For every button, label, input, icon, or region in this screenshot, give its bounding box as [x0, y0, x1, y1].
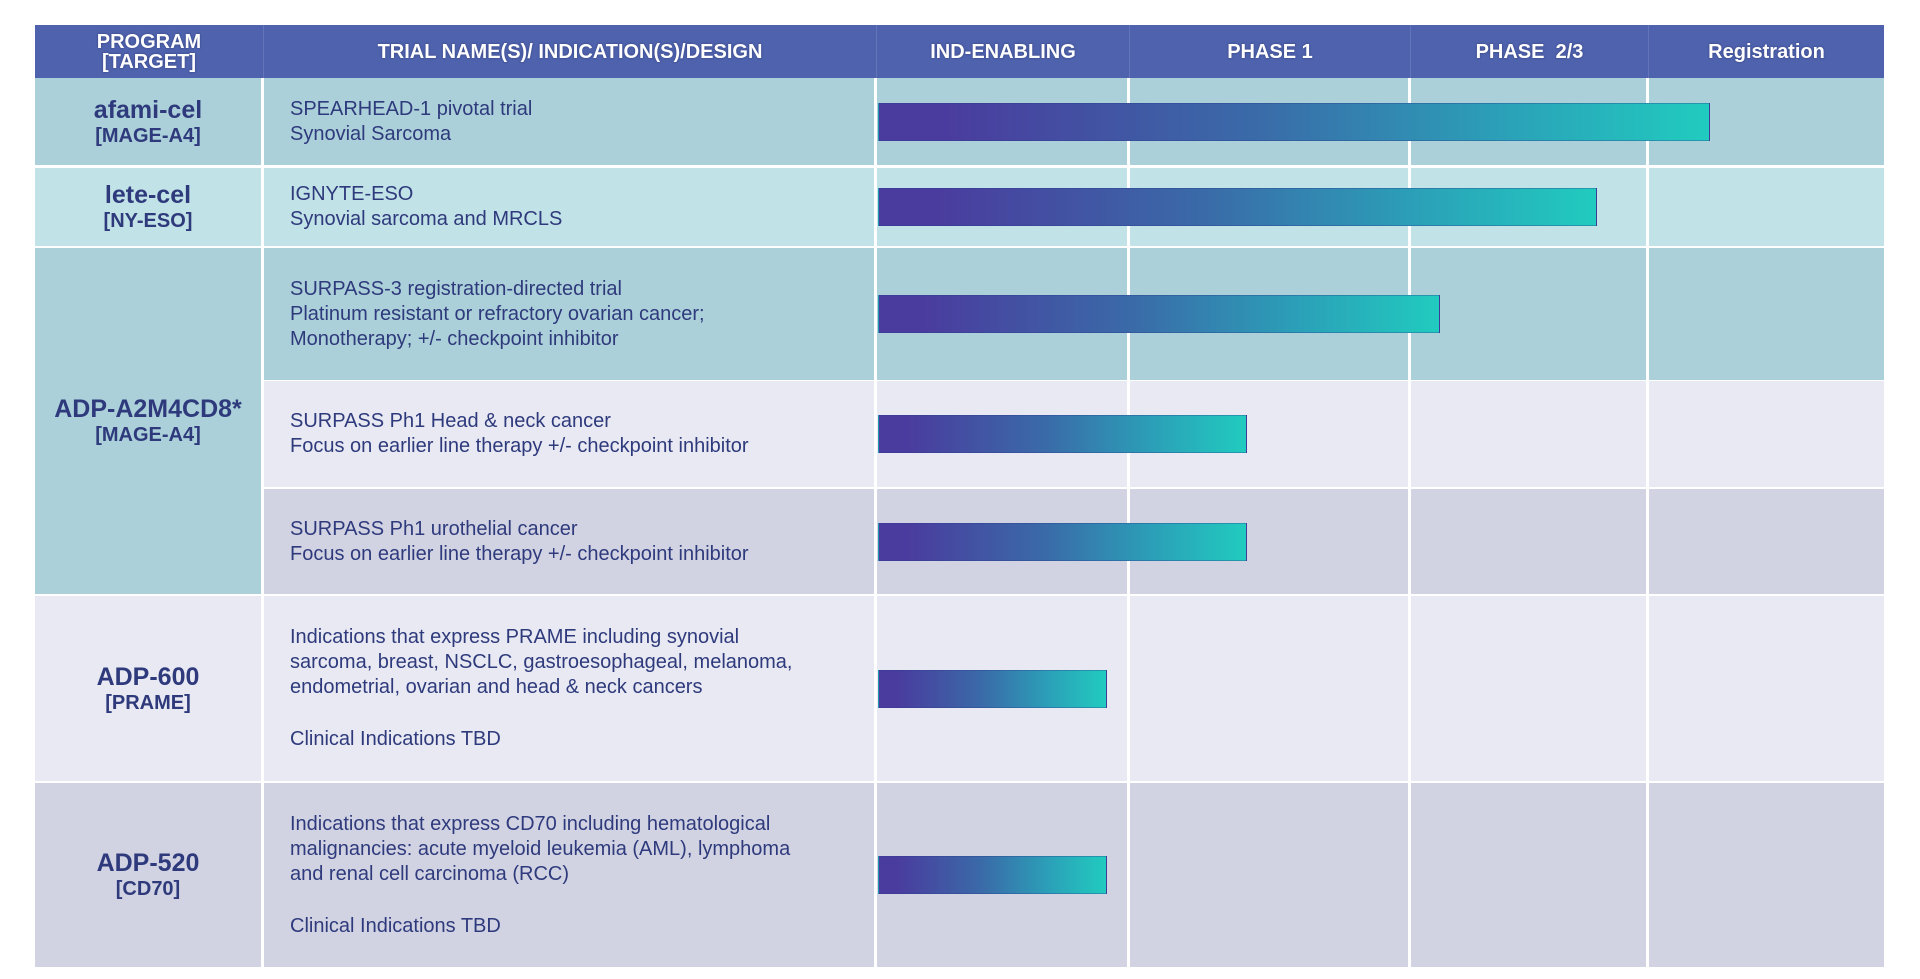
- header-ind-enabling: IND-ENABLING: [877, 25, 1130, 78]
- trial-line: Focus on earlier line therapy +/- checkp…: [290, 435, 749, 457]
- program-name: ADP-520: [96, 849, 200, 877]
- stage-cell: [1130, 596, 1408, 781]
- stage-cell: [1649, 168, 1884, 246]
- program-cell: ADP-A2M4CD8* [MAGE-A4]: [35, 248, 261, 594]
- program-target: [CD70]: [115, 878, 181, 900]
- progress-bar: [878, 670, 1107, 708]
- trial-line: malignancies: acute myeloid leukemia (AM…: [290, 837, 791, 860]
- trial-cell: SURPASS Ph1 urothelial cancer Focus on ea…: [264, 489, 874, 594]
- progress-bar: [878, 103, 1710, 141]
- pipeline-table: PROGRAM [TARGET] TRIAL NAME(S)/ INDICATI…: [35, 25, 1884, 967]
- header-registration: Registration: [1649, 25, 1884, 78]
- trial-cell: Indications that express CD70 including …: [264, 783, 874, 967]
- stage-cell: [1130, 783, 1408, 967]
- stage-cell: [1649, 596, 1884, 781]
- trial-cell: Indications that express PRAME including…: [264, 596, 874, 781]
- header-program-line2: [TARGET]: [101, 50, 197, 73]
- trial-line: Indications that express CD70 including …: [290, 812, 771, 835]
- stage-cell: [1411, 381, 1646, 487]
- program-cell: afami-cel [MAGE-A4]: [35, 78, 261, 165]
- trial-line: Clinical Indications TBD: [290, 728, 501, 750]
- line-gap: [290, 887, 874, 914]
- trial-line: SURPASS-3 registration-directed trial: [290, 277, 622, 300]
- progress-bar: [878, 856, 1107, 894]
- trial-cell: SPEARHEAD-1 pivotal trial Synovial Sarcom…: [264, 78, 874, 165]
- progress-bar: [878, 523, 1247, 561]
- header-phase-1: PHASE 1: [1130, 25, 1411, 78]
- trial-cell: SURPASS-3 registration-directed trial Pla…: [264, 248, 874, 380]
- program-name: ADP-A2M4CD8*: [54, 395, 242, 423]
- trial-cell: SURPASS Ph1 Head & neck cancer Focus on e…: [264, 381, 874, 487]
- trial-line: Synovial sarcoma and MRCLS: [290, 208, 563, 230]
- program-target: [MAGE-A4]: [95, 124, 201, 147]
- trial-line: Indications that express PRAME including…: [290, 626, 740, 648]
- progress-bar: [878, 295, 1440, 333]
- trial-line: SPEARHEAD-1 pivotal trial: [290, 97, 533, 120]
- progress-bar: [878, 415, 1247, 453]
- header-program-line1: PROGRAM: [96, 30, 202, 53]
- stage-cell: [1411, 489, 1646, 594]
- trial-line: Focus on earlier line therapy +/- checkp…: [290, 542, 749, 565]
- header-trial: TRIAL NAME(S)/ INDICATION(S)/DESIGN: [264, 25, 877, 78]
- stage-cell: [1649, 489, 1884, 594]
- trial-line: endometrial, ovarian and head & neck can…: [290, 676, 703, 698]
- trial-line: SURPASS Ph1 Head & neck cancer: [290, 410, 611, 432]
- trial-line: Platinum resistant or refractory ovarian…: [290, 302, 705, 325]
- trial-line: SURPASS Ph1 urothelial cancer: [290, 517, 578, 540]
- stage-cell: [1411, 248, 1646, 380]
- stage-cell: [1649, 783, 1884, 967]
- trial-line: IGNYTE-ESO: [290, 183, 414, 205]
- line-gap: [290, 700, 874, 727]
- program-target: [MAGE-A4]: [95, 424, 201, 446]
- stage-cell: [1411, 783, 1646, 967]
- program-cell: ADP-520 [CD70]: [35, 783, 261, 967]
- program-name: afami-cel: [93, 95, 203, 124]
- program-name: ADP-600: [96, 662, 200, 691]
- program-target: [PRAME]: [105, 691, 191, 714]
- stage-cell: [1411, 596, 1646, 781]
- trial-line: Synovial Sarcoma: [290, 122, 452, 145]
- program-cell: lete-cel [NY-ESO]: [35, 168, 261, 246]
- header-program: PROGRAM [TARGET]: [35, 25, 264, 78]
- trial-line: Monotherapy; +/- checkpoint inhibitor: [290, 327, 619, 350]
- stage-cell: [1649, 381, 1884, 487]
- stage-cell: [1649, 248, 1884, 380]
- trial-cell: IGNYTE-ESO Synovial sarcoma and MRCLS: [264, 168, 874, 246]
- header-phase-2-3: PHASE 2/3: [1411, 25, 1649, 78]
- program-name: lete-cel: [104, 181, 192, 209]
- program-cell: ADP-600 [PRAME]: [35, 596, 261, 781]
- trial-line: Clinical Indications TBD: [290, 914, 501, 937]
- trial-line: sarcoma, breast, NSCLC, gastroesophageal…: [290, 651, 793, 673]
- progress-bar: [878, 188, 1597, 226]
- program-target: [NY-ESO]: [103, 210, 193, 232]
- trial-line: and renal cell carcinoma (RCC): [290, 862, 569, 885]
